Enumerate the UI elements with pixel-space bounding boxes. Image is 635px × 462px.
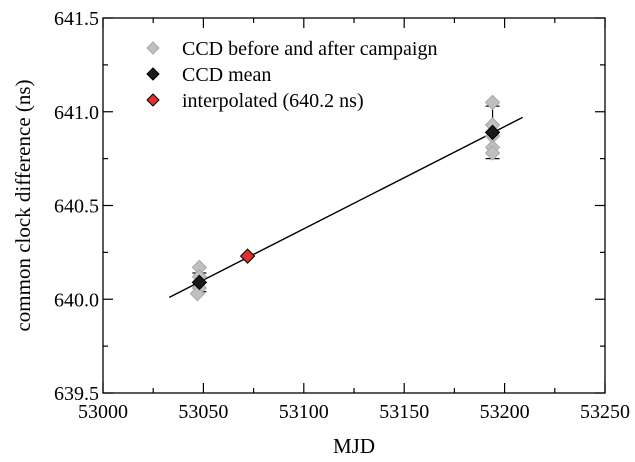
y-tick-label: 640.5 — [54, 196, 99, 218]
x-tick-label: 53250 — [580, 401, 630, 423]
x-tick-label: 53050 — [178, 401, 228, 423]
plot-frame — [102, 17, 606, 394]
legend-marker — [146, 93, 160, 107]
legend-marker — [146, 67, 160, 81]
x-tick-label: 53100 — [279, 401, 329, 423]
error-bars — [192, 105, 500, 293]
y-tick-label: 641.0 — [54, 102, 99, 124]
y-tick-label: 640.0 — [54, 289, 99, 311]
data-points — [189, 94, 501, 302]
axis-ticks — [102, 17, 606, 394]
x-tick-label: 53000 — [78, 401, 128, 423]
legend: CCD before and after campaign CCD mean int… — [146, 38, 437, 112]
tick-labels: 53000 53050 53100 53150 53200 53250 639.5 640.0… — [54, 8, 630, 423]
point-ccd-before-after — [484, 145, 501, 161]
point-ccd-before-after — [484, 94, 501, 111]
point-ccd-before-after — [189, 285, 206, 302]
legend-label: interpolated (640.2 ns) — [182, 90, 364, 112]
legend-marker — [146, 41, 160, 55]
x-axis-label: MJD — [333, 434, 375, 458]
legend-label: CCD mean — [182, 64, 271, 86]
y-tick-label: 639.5 — [54, 383, 99, 405]
fit-line — [168, 116, 523, 298]
legend-label: CCD before and after campaign — [182, 38, 437, 60]
x-tick-label: 53200 — [480, 401, 530, 423]
point-ccd-mean — [484, 124, 501, 141]
y-axis-label: common clock difference (ns) — [11, 79, 35, 331]
point-ccd-mean — [191, 274, 208, 291]
x-tick-label: 53150 — [379, 401, 429, 423]
fit-line-group — [168, 116, 523, 298]
point-interpolated — [239, 248, 256, 264]
y-tick-label: 641.5 — [54, 8, 99, 30]
